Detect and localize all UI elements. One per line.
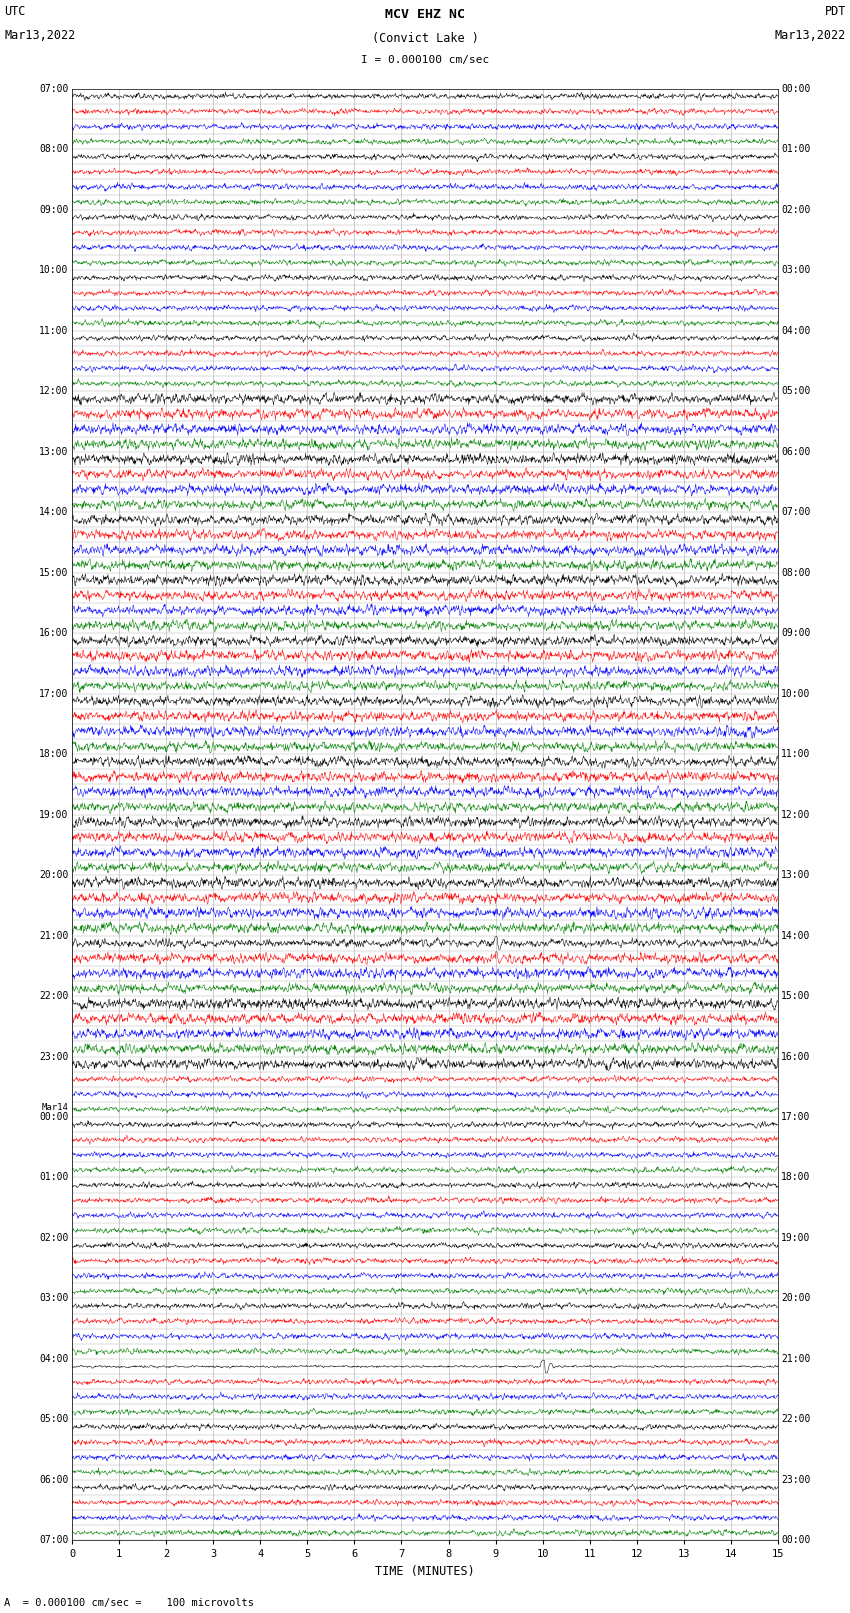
Text: 15:00: 15:00	[39, 568, 69, 577]
Text: MCV EHZ NC: MCV EHZ NC	[385, 8, 465, 21]
Text: 02:00: 02:00	[39, 1232, 69, 1244]
Text: 01:00: 01:00	[39, 1173, 69, 1182]
Text: Mar13,2022: Mar13,2022	[774, 29, 846, 42]
Text: 06:00: 06:00	[781, 447, 811, 456]
Text: 23:00: 23:00	[781, 1474, 811, 1486]
Text: 07:00: 07:00	[781, 506, 811, 518]
Text: 04:00: 04:00	[39, 1353, 69, 1365]
Text: A  = 0.000100 cm/sec =    100 microvolts: A = 0.000100 cm/sec = 100 microvolts	[4, 1598, 254, 1608]
Text: 23:00: 23:00	[39, 1052, 69, 1061]
Text: 08:00: 08:00	[39, 144, 69, 155]
Text: 00:00: 00:00	[781, 1536, 811, 1545]
Text: 07:00: 07:00	[39, 1536, 69, 1545]
Text: 04:00: 04:00	[781, 326, 811, 336]
Text: 19:00: 19:00	[39, 810, 69, 819]
Text: 10:00: 10:00	[781, 689, 811, 698]
Text: 11:00: 11:00	[781, 748, 811, 760]
Text: 13:00: 13:00	[781, 869, 811, 881]
Text: 19:00: 19:00	[781, 1232, 811, 1244]
Text: 15:00: 15:00	[781, 990, 811, 1002]
Text: 20:00: 20:00	[39, 869, 69, 881]
Text: 03:00: 03:00	[39, 1294, 69, 1303]
Text: 17:00: 17:00	[39, 689, 69, 698]
Text: 01:00: 01:00	[781, 144, 811, 155]
X-axis label: TIME (MINUTES): TIME (MINUTES)	[375, 1565, 475, 1578]
Text: (Convict Lake ): (Convict Lake )	[371, 32, 479, 45]
Text: PDT: PDT	[824, 5, 846, 18]
Text: 00:00: 00:00	[781, 84, 811, 94]
Text: Mar13,2022: Mar13,2022	[4, 29, 76, 42]
Text: 12:00: 12:00	[781, 810, 811, 819]
Text: 05:00: 05:00	[39, 1415, 69, 1424]
Text: 09:00: 09:00	[781, 627, 811, 639]
Text: 08:00: 08:00	[781, 568, 811, 577]
Text: 22:00: 22:00	[39, 990, 69, 1002]
Text: 13:00: 13:00	[39, 447, 69, 456]
Text: 10:00: 10:00	[39, 265, 69, 276]
Text: 21:00: 21:00	[781, 1353, 811, 1365]
Text: 07:00: 07:00	[39, 84, 69, 94]
Text: UTC: UTC	[4, 5, 26, 18]
Text: 16:00: 16:00	[781, 1052, 811, 1061]
Text: 00:00: 00:00	[39, 1111, 69, 1123]
Text: 05:00: 05:00	[781, 386, 811, 397]
Text: 02:00: 02:00	[781, 205, 811, 215]
Text: 18:00: 18:00	[39, 748, 69, 760]
Text: 03:00: 03:00	[781, 265, 811, 276]
Text: 16:00: 16:00	[39, 627, 69, 639]
Text: 18:00: 18:00	[781, 1173, 811, 1182]
Text: 11:00: 11:00	[39, 326, 69, 336]
Text: Mar14: Mar14	[42, 1103, 69, 1111]
Text: 06:00: 06:00	[39, 1474, 69, 1486]
Text: 14:00: 14:00	[781, 931, 811, 940]
Text: 17:00: 17:00	[781, 1111, 811, 1123]
Text: 14:00: 14:00	[39, 506, 69, 518]
Text: I = 0.000100 cm/sec: I = 0.000100 cm/sec	[361, 55, 489, 65]
Text: 22:00: 22:00	[781, 1415, 811, 1424]
Text: 09:00: 09:00	[39, 205, 69, 215]
Text: 20:00: 20:00	[781, 1294, 811, 1303]
Text: 12:00: 12:00	[39, 386, 69, 397]
Text: 21:00: 21:00	[39, 931, 69, 940]
